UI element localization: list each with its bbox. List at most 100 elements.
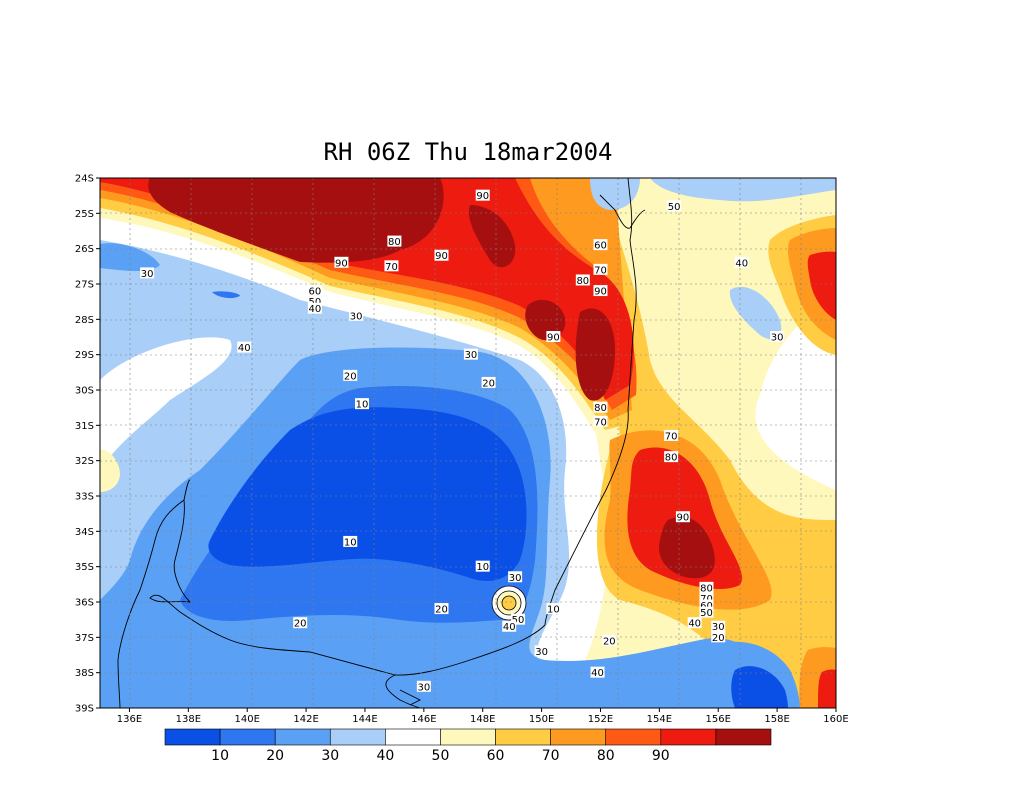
- contour-label-text: 70: [700, 594, 713, 605]
- contour-label-bg: [416, 680, 431, 692]
- x-tick-label: 154E: [647, 714, 672, 725]
- y-tick-label: 30S: [75, 386, 94, 397]
- y-tick-label: 39S: [75, 704, 94, 715]
- contour-label-bg: [293, 617, 308, 629]
- colorbar-swatch: [329, 728, 386, 746]
- contour-label-bg: [307, 295, 322, 307]
- colorbar-swatch: [440, 728, 496, 746]
- x-tick-label: 152E: [588, 714, 613, 725]
- contour-label-bg: [546, 603, 561, 615]
- colorbar-swatch: [715, 728, 772, 746]
- contour-label: 20: [481, 376, 496, 389]
- y-tick-label: 28S: [75, 315, 94, 326]
- contour-label: 90: [434, 249, 449, 262]
- contour-label-text: 20: [294, 619, 307, 630]
- contour-label: 30: [508, 571, 523, 584]
- contour-label: 90: [593, 285, 608, 298]
- contour-label: 60: [699, 599, 714, 612]
- contour-label: 40: [237, 341, 252, 354]
- colorbar-label: 10: [211, 748, 229, 764]
- colorbar-swatch: [495, 728, 551, 746]
- x-tick-label: 146E: [411, 714, 436, 725]
- coastline-wilsons: [399, 689, 422, 706]
- contour-label-text: 70: [594, 417, 607, 428]
- colorbar-label: 20: [266, 748, 284, 764]
- contour-label-bg: [387, 235, 402, 247]
- colorbar-label: 70: [542, 748, 560, 764]
- contour-label-text: 30: [771, 333, 784, 344]
- contour-label-bg: [434, 603, 449, 615]
- colorbar-label: 40: [376, 748, 394, 764]
- contour-label-text: 60: [309, 287, 322, 298]
- x-tick-label: 150E: [529, 714, 554, 725]
- colorbar: 10 20 30 40 50 60 70 80 90: [164, 728, 772, 764]
- contour-label: 50: [307, 295, 322, 308]
- contour-label: 50: [511, 613, 526, 626]
- contour-label-bg: [590, 666, 605, 678]
- y-tick-label: 33S: [75, 492, 94, 503]
- contour-label: 10: [343, 535, 358, 548]
- contour-label: 50: [667, 200, 682, 213]
- coastline: [117, 178, 646, 708]
- contour-label: 30: [349, 309, 364, 322]
- contour-label: 20: [343, 369, 358, 382]
- y-tick-label: 37S: [75, 633, 94, 644]
- contour-label-bg: [140, 267, 155, 279]
- contour-label-bg: [667, 200, 682, 212]
- colorbar-label: 90: [652, 748, 670, 764]
- contour-label-text: 10: [356, 400, 369, 411]
- contour-label: 80: [387, 235, 402, 248]
- contour-label-text: 50: [700, 608, 713, 619]
- contour-label-bg: [602, 634, 617, 646]
- contour-label-bg: [534, 645, 549, 657]
- contour-label-text: 80: [594, 403, 607, 414]
- y-tick-label: 34S: [75, 527, 94, 538]
- contour-label-text: 30: [417, 682, 430, 693]
- contour-label-bg: [699, 592, 714, 604]
- contour-label-text: 20: [603, 636, 616, 647]
- y-axis: 24S 25S 26S 27S 28S 29S 30S 31S 32S 33S 34S 35S 36S 3…: [75, 174, 100, 715]
- contour-label: 80: [575, 274, 590, 287]
- contour-label: 40: [590, 666, 605, 679]
- contour-label-text: 60: [700, 601, 713, 612]
- contour-label-text: 50: [512, 615, 525, 626]
- contour-label-bg: [711, 631, 726, 643]
- x-tick-label: 138E: [176, 714, 201, 725]
- contour-label-text: 90: [594, 287, 607, 298]
- contour-label: 90: [546, 331, 561, 344]
- contour-label-bg: [593, 239, 608, 251]
- contour-label-bg: [481, 376, 496, 388]
- contour-label: 40: [734, 256, 749, 269]
- contour-label-bg: [355, 398, 370, 410]
- y-tick-label: 32S: [75, 456, 94, 467]
- contour-label: 90: [475, 189, 490, 202]
- contour-label-text: 30: [465, 350, 478, 361]
- x-tick-label: 136E: [117, 714, 142, 725]
- contour-label: 20: [711, 631, 726, 644]
- contour-label-text: 80: [700, 583, 713, 594]
- contour-label: 10: [546, 603, 561, 616]
- contour-label-bg: [384, 260, 399, 272]
- x-tick-label: 144E: [352, 714, 377, 725]
- contour-label: 60: [307, 285, 322, 298]
- x-tick-label: 158E: [764, 714, 789, 725]
- contour-label-text: 30: [350, 311, 363, 322]
- colorbar-label: 50: [432, 748, 450, 764]
- contour-label-text: 30: [712, 622, 725, 633]
- coastline-west: [117, 499, 185, 708]
- contour-label: 70: [593, 263, 608, 276]
- band-patch-west-yellow: [100, 449, 120, 492]
- coastline-gulf: [149, 479, 396, 676]
- contour-label-bg: [463, 348, 478, 360]
- contour-label: 80: [699, 581, 714, 594]
- contour-label-text: 10: [547, 605, 560, 616]
- contour-label: 30: [711, 620, 726, 633]
- contour-label-text: 40: [591, 668, 604, 679]
- contour-label-bg: [475, 189, 490, 201]
- band-dry-ne: [729, 286, 782, 340]
- colorbar-swatch: [660, 728, 717, 746]
- x-axis: 136E 138E 140E 142E 144E 146E 148E 150E 152E 154E…: [117, 708, 849, 725]
- contour-label: 40: [502, 620, 517, 633]
- contour-label-text: 90: [435, 251, 448, 262]
- contour-label-text: 30: [509, 573, 522, 584]
